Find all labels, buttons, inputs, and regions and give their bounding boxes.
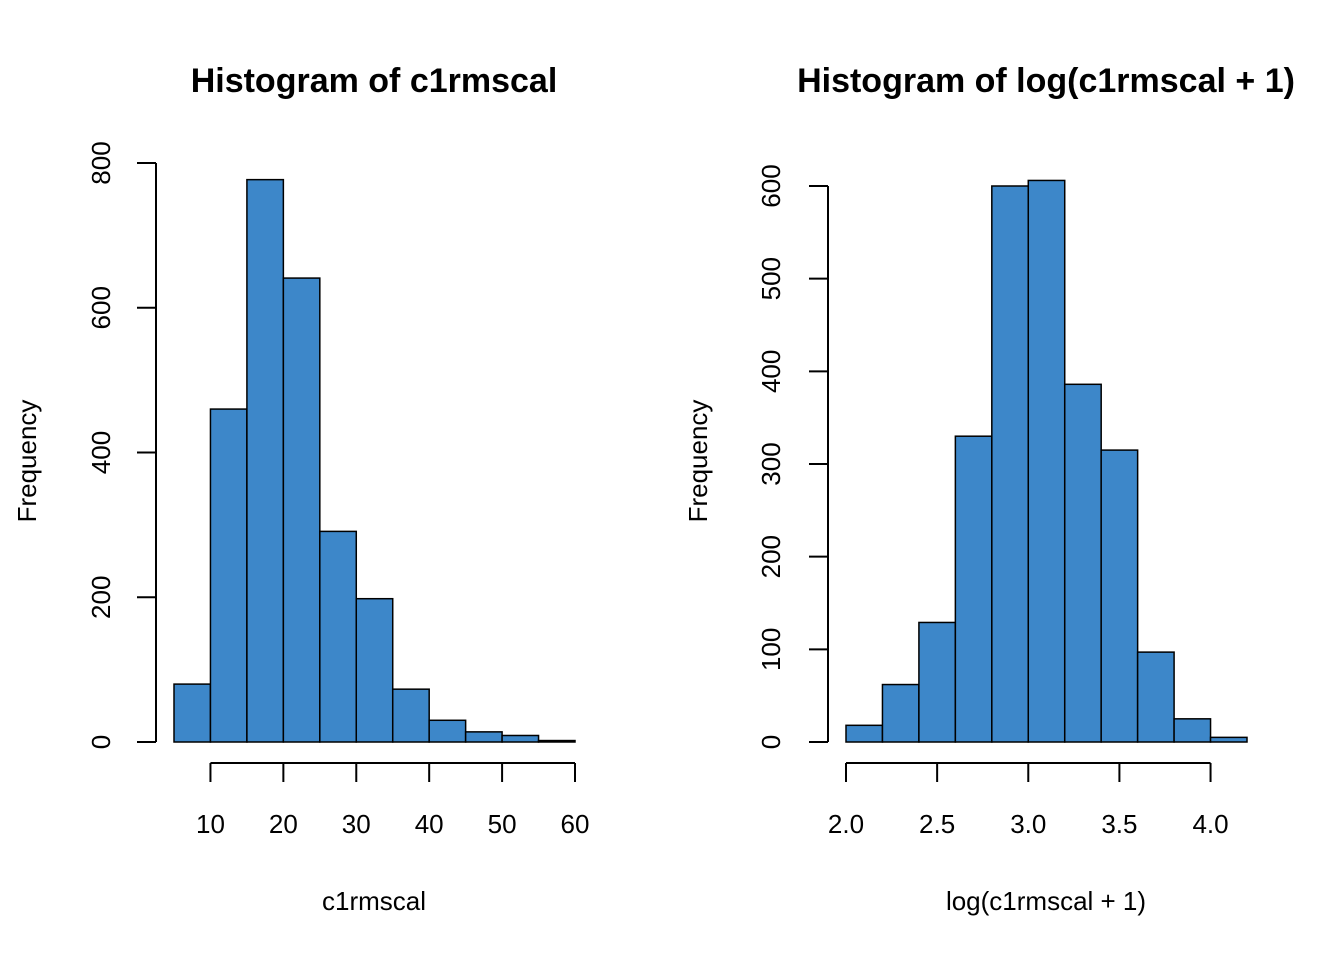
x-tick-label: 3.5	[1101, 809, 1137, 839]
histogram-bar	[1209, 736, 1248, 743]
x-tick-label: 2.5	[919, 809, 955, 839]
histogram-bar	[954, 435, 993, 743]
histogram-bar	[1063, 383, 1102, 743]
chart-title-right: Histogram of log(c1rmscal + 1)	[797, 62, 1295, 100]
histogram-bar	[1136, 651, 1175, 743]
x-tick-label: 60	[561, 809, 590, 839]
histogram-bar	[319, 530, 358, 743]
y-tick-label: 300	[756, 442, 786, 485]
bars-left	[173, 178, 576, 743]
x-axis-label-left: c1rmscal	[322, 886, 426, 916]
histogram-bar	[845, 724, 884, 743]
x-tick-label: 40	[415, 809, 444, 839]
histogram-bar	[991, 185, 1030, 743]
x-tick-label: 2.0	[828, 809, 864, 839]
y-tick-label: 200	[86, 576, 116, 619]
x-axis-right: 2.0 2.5 3.0 3.5 4.0	[828, 762, 1229, 839]
x-tick-label: 20	[269, 809, 298, 839]
histogram-panel-left: Histogram of c1rmscal c1rmscal Frequency…	[12, 62, 589, 916]
y-tick-label: 100	[756, 628, 786, 671]
x-tick-label: 30	[342, 809, 371, 839]
y-tick-label: 400	[756, 350, 786, 393]
y-axis-label-left: Frequency	[12, 400, 42, 523]
y-tick-label: 600	[756, 164, 786, 207]
bars-right	[845, 179, 1248, 743]
x-tick-label: 4.0	[1192, 809, 1228, 839]
histogram-bar	[1100, 449, 1139, 743]
y-tick-label: 600	[86, 286, 116, 329]
histogram-panel-right: Histogram of log(c1rmscal + 1) log(c1rms…	[683, 62, 1295, 916]
x-tick-label: 3.0	[1010, 809, 1046, 839]
y-tick-label: 0	[756, 735, 786, 749]
histogram-bar	[428, 719, 467, 743]
histogram-bar	[918, 621, 957, 743]
x-tick-label: 50	[488, 809, 517, 839]
chart-title-left: Histogram of c1rmscal	[191, 62, 558, 100]
y-axis-label-right: Frequency	[683, 400, 713, 523]
histogram-bar	[501, 734, 540, 743]
x-axis-label-right: log(c1rmscal + 1)	[946, 886, 1146, 916]
histogram-bar	[246, 178, 285, 743]
histogram-bar	[881, 683, 920, 743]
x-tick-label: 10	[196, 809, 225, 839]
histogram-bar	[1173, 718, 1212, 743]
y-axis-right: 0 100 200 300 400 500 600	[756, 164, 829, 749]
histogram-bar	[537, 739, 576, 743]
histogram-bar	[391, 688, 430, 743]
x-axis-left: 10 20 30 40 50 60	[196, 762, 590, 839]
histogram-bar	[1027, 179, 1066, 743]
y-tick-label: 800	[86, 141, 116, 184]
histogram-bar	[282, 277, 321, 743]
y-tick-label: 500	[756, 257, 786, 300]
y-tick-label: 200	[756, 535, 786, 578]
y-axis-left: 0 200 400 600 800	[86, 141, 157, 749]
histogram-bar	[464, 731, 503, 743]
y-tick-label: 0	[86, 735, 116, 749]
histogram-bar	[173, 683, 212, 743]
histogram-bar	[209, 408, 248, 743]
y-tick-label: 400	[86, 431, 116, 474]
histogram-bar	[355, 597, 394, 743]
